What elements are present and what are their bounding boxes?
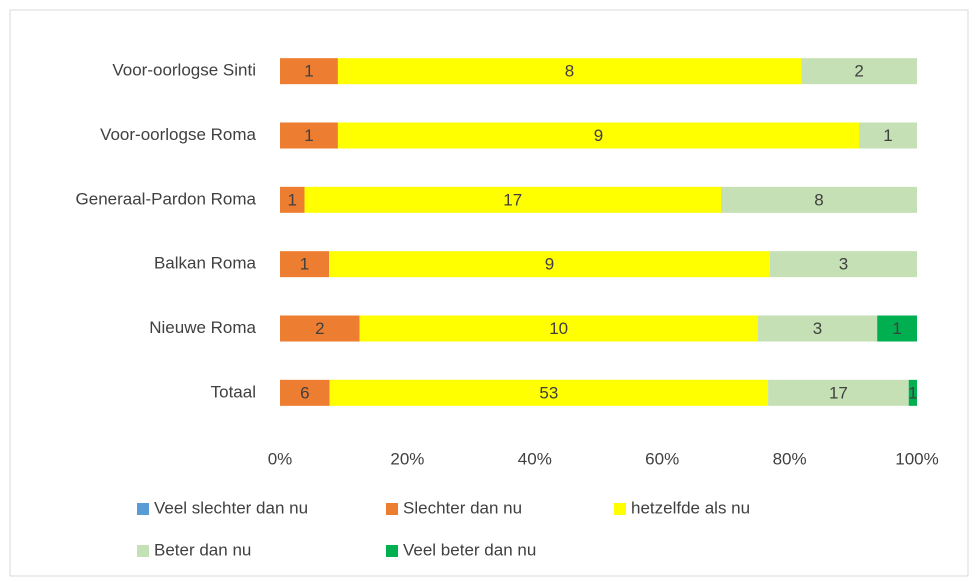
legend-label: Slechter dan nu [403,498,522,517]
legend-swatch [614,503,626,515]
bar-segment [280,122,338,149]
x-tick-label: 40% [518,449,552,468]
legend-swatch [137,503,149,515]
y-tick-label: Balkan Roma [154,254,257,273]
bar-segment [337,58,802,85]
chart-frame [9,9,969,577]
legend-swatch [386,503,398,515]
y-tick-label: Voor-oorlogse Roma [100,125,256,144]
bar-segment [768,379,909,406]
legend-swatch [386,545,398,557]
data-label: 1 [304,62,313,81]
x-tick-label: 60% [645,449,679,468]
bar-segment [877,315,917,342]
legend-swatch [137,545,149,557]
bar-segment [329,379,769,406]
bar-segment [757,315,878,342]
data-label: 1 [892,319,901,338]
legend-label: Veel beter dan nu [403,540,536,559]
data-label: 1 [288,190,297,209]
bar-segment [280,251,329,278]
bar-segment [359,315,758,342]
y-tick-label: Generaal-Pardon Roma [76,189,257,208]
x-tick-label: 80% [773,449,807,468]
bar-segment [337,122,860,149]
data-label: 9 [545,255,554,274]
bar-segment [280,58,338,85]
data-label: 53 [539,383,558,402]
data-label: 1 [883,126,892,145]
data-label: 1 [304,126,313,145]
data-label: 9 [594,126,603,145]
data-label: 3 [813,319,822,338]
data-label: 8 [565,62,574,81]
data-label: 17 [503,190,522,209]
bar-segment [280,379,330,406]
bar-segment [304,186,721,213]
bar-segment [801,58,917,85]
x-tick-label: 0% [268,449,293,468]
x-tick-label: 100% [895,449,938,468]
x-tick-label: 20% [390,449,424,468]
legend-label: Veel slechter dan nu [154,498,308,517]
data-label: 8 [814,190,823,209]
data-label: 6 [300,383,309,402]
bar-segment [908,379,917,406]
bar-segment [721,186,917,213]
data-label: 17 [829,383,848,402]
data-label: 2 [854,62,863,81]
legend-label: hetzelfde als nu [631,498,750,517]
data-label: 1 [908,383,917,402]
bar-segment [329,251,770,278]
legend-label: Beter dan nu [154,540,251,559]
y-tick-label: Voor-oorlogse Sinti [112,61,256,80]
bar-segment [859,122,917,149]
data-label: 2 [315,319,324,338]
y-tick-label: Totaal [211,382,256,401]
bar-segment [770,251,917,278]
data-label: 10 [549,319,568,338]
bar-segment [280,186,305,213]
y-tick-label: Nieuwe Roma [149,318,256,337]
data-label: 3 [839,255,848,274]
data-label: 1 [300,255,309,274]
bar-segment [280,315,360,342]
